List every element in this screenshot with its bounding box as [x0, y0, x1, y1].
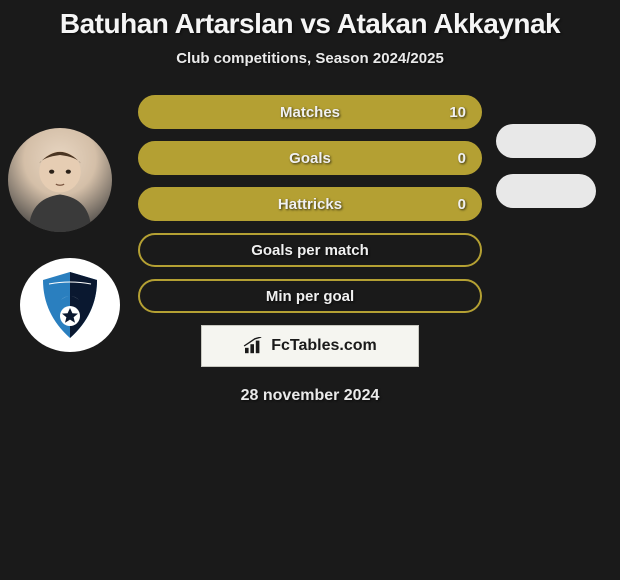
bar-value: 0 [458, 196, 466, 213]
comparison-card: Batuhan Artarslan vs Atakan Akkaynak Clu… [0, 0, 620, 580]
bar-label: Min per goal [266, 288, 354, 305]
bar-label: Goals per match [251, 242, 369, 259]
player-avatar-left [8, 128, 112, 232]
player-pill-right-2 [496, 174, 596, 208]
bar-value: 0 [458, 150, 466, 167]
bar-label: Hattricks [278, 196, 342, 213]
bar-matches: Matches 10 [138, 95, 482, 129]
bars-icon [243, 337, 265, 355]
bar-goals-per-match: Goals per match [138, 233, 482, 267]
date-label: 28 november 2024 [0, 387, 620, 405]
brand-label: FcTables.com [271, 337, 377, 355]
bar-label: Goals [289, 150, 331, 167]
bar-value: 10 [449, 104, 466, 121]
bar-goals: Goals 0 [138, 141, 482, 175]
bar-hattricks: Hattricks 0 [138, 187, 482, 221]
player-pill-right-1 [496, 124, 596, 158]
subtitle: Club competitions, Season 2024/2025 [0, 50, 620, 67]
bar-min-per-goal: Min per goal [138, 279, 482, 313]
brand-badge[interactable]: FcTables.com [201, 325, 419, 367]
bar-label: Matches [280, 104, 340, 121]
stat-bars: Matches 10 Goals 0 Hattricks 0 Goals per… [138, 95, 482, 313]
club-badge-left [20, 258, 120, 352]
page-title: Batuhan Artarslan vs Atakan Akkaynak [0, 8, 620, 40]
